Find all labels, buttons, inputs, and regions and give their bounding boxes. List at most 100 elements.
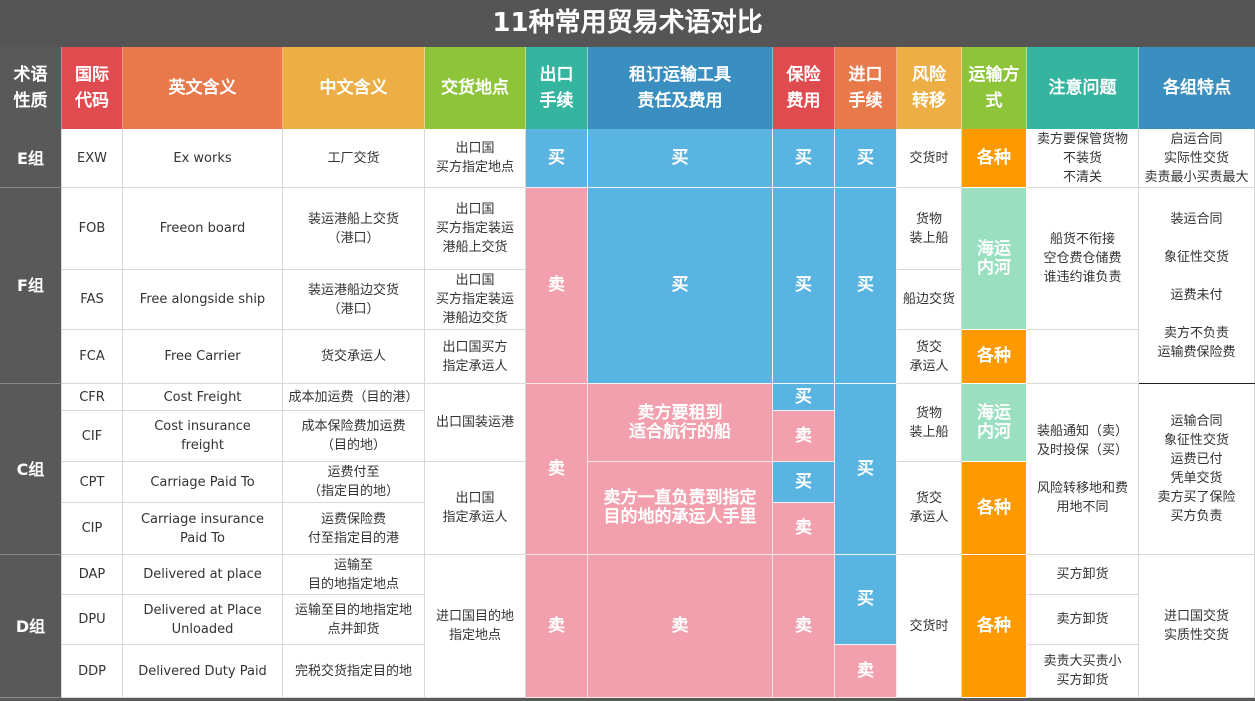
column-header: 各组特点: [1139, 47, 1255, 129]
transport-mode: 各种: [962, 555, 1027, 698]
group-label: C组: [0, 384, 62, 555]
insurance-cost: 买: [773, 384, 835, 411]
delivery-place: 出口国买方 指定承运人: [425, 330, 526, 384]
english-meaning: Delivered Duty Paid: [123, 645, 283, 698]
chinese-meaning: 成本加运费（目的港）: [283, 384, 425, 411]
import-formalities: 买: [835, 555, 897, 645]
english-meaning: Free Carrier: [123, 330, 283, 384]
term-code: DAP: [62, 555, 123, 595]
notes: 卖方要保管货物 不装货 不清关: [1027, 129, 1139, 188]
transport-mode: 海运 内河: [962, 384, 1027, 462]
risk-transfer: 货物 装上船: [897, 384, 962, 462]
term-code: FAS: [62, 270, 123, 330]
delivery-place: 出口国 指定承运人: [425, 462, 526, 555]
notes: 船货不衔接 空仓费仓储费 谁违约谁负责: [1027, 188, 1139, 330]
insurance-cost: 卖: [773, 503, 835, 555]
group-label: F组: [0, 188, 62, 384]
transport-mode: 各种: [962, 462, 1027, 555]
import-formalities: 买: [835, 129, 897, 188]
transport-responsibility: 卖方要租到 适合航行的船: [588, 384, 773, 462]
export-formalities: 买: [526, 129, 588, 188]
column-header: 保险 费用: [773, 47, 835, 129]
delivery-place: 出口国 买方指定地点: [425, 129, 526, 188]
page-title: 11种常用贸易术语对比: [0, 0, 1255, 47]
term-code: DPU: [62, 595, 123, 645]
export-formalities: 卖: [526, 188, 588, 384]
column-header: 术语 性质: [0, 47, 62, 129]
english-meaning: Ex works: [123, 129, 283, 188]
risk-transfer: 交货时: [897, 555, 962, 698]
divider: [1139, 383, 1255, 384]
delivery-place: 出口国 买方指定装运 港船上交货: [425, 188, 526, 270]
english-meaning: Free alongside ship: [123, 270, 283, 330]
notes: [1027, 330, 1139, 384]
term-code: DDP: [62, 645, 123, 698]
chinese-meaning: 运费付至 （指定目的地）: [283, 462, 425, 503]
term-code: EXW: [62, 129, 123, 188]
english-meaning: Delivered at place: [123, 555, 283, 595]
english-meaning: Freeon board: [123, 188, 283, 270]
group-features: 运输合同 象征性交货 运费已付 凭单交货 卖方买了保险 买方负责: [1139, 384, 1255, 555]
term-code: CIP: [62, 503, 123, 555]
column-header: 交货地点: [425, 47, 526, 129]
transport-mode: 各种: [962, 330, 1027, 384]
english-meaning: Cost Freight: [123, 384, 283, 411]
insurance-cost: 买: [773, 188, 835, 384]
import-formalities: 买: [835, 384, 897, 555]
risk-transfer: 货交 承运人: [897, 330, 962, 384]
term-code: FOB: [62, 188, 123, 270]
term-code: CPT: [62, 462, 123, 503]
group-label: E组: [0, 129, 62, 188]
english-meaning: Carriage Paid To: [123, 462, 283, 503]
notes: 卖方卸货: [1027, 595, 1139, 645]
group-features: 进口国交货 实质性交货: [1139, 555, 1255, 698]
export-formalities: 卖: [526, 555, 588, 698]
transport-mode: 海运 内河: [962, 188, 1027, 330]
column-header: 出口 手续: [526, 47, 588, 129]
transport-responsibility: 卖: [588, 555, 773, 698]
chinese-meaning: 成本保险费加运费 （目的地）: [283, 411, 425, 462]
chinese-meaning: 运输至 目的地指定地点: [283, 555, 425, 595]
english-meaning: Carriage insurance Paid To: [123, 503, 283, 555]
export-formalities: 卖: [526, 384, 588, 555]
chinese-meaning: 完税交货指定目的地: [283, 645, 425, 698]
import-formalities: 卖: [835, 645, 897, 698]
term-code: FCA: [62, 330, 123, 384]
column-header: 国际 代码: [62, 47, 123, 129]
insurance-cost: 卖: [773, 555, 835, 698]
notes: 卖责大买责小 买方卸货: [1027, 645, 1139, 698]
delivery-place: 出口国装运港: [425, 384, 526, 462]
delivery-place: 出口国 买方指定装运 港船边交货: [425, 270, 526, 330]
chinese-meaning: 工厂交货: [283, 129, 425, 188]
risk-transfer: 船边交货: [897, 270, 962, 330]
transport-mode: 各种: [962, 129, 1027, 188]
import-formalities: 买: [835, 188, 897, 384]
transport-responsibility: 买: [588, 129, 773, 188]
group-label: D组: [0, 555, 62, 698]
column-header: 租订运输工具 责任及费用: [588, 47, 773, 129]
column-header: 英文含义: [123, 47, 283, 129]
column-header: 运输方 式: [962, 47, 1027, 129]
insurance-cost: 卖: [773, 411, 835, 462]
insurance-cost: 买: [773, 462, 835, 503]
transport-responsibility: 买: [588, 188, 773, 384]
risk-transfer: 货物 装上船: [897, 188, 962, 270]
chinese-meaning: 装运港船上交货 （港口）: [283, 188, 425, 270]
column-header: 进口 手续: [835, 47, 897, 129]
term-code: CFR: [62, 384, 123, 411]
column-header: 风险 转移: [897, 47, 962, 129]
transport-responsibility: 卖方一直负责到指定 目的地的承运人手里: [588, 462, 773, 555]
group-features: 装运合同 象征性交货 运费未付 卖方不负责 运输费保险费: [1139, 188, 1255, 384]
insurance-cost: 买: [773, 129, 835, 188]
notes: 买方卸货: [1027, 555, 1139, 595]
chinese-meaning: 运输至目的地指定地 点并卸货: [283, 595, 425, 645]
english-meaning: Delivered at Place Unloaded: [123, 595, 283, 645]
term-code: CIF: [62, 411, 123, 462]
delivery-place: 进口国目的地 指定地点: [425, 555, 526, 698]
chinese-meaning: 运费保险费 付至指定目的港: [283, 503, 425, 555]
english-meaning: Cost insurance freight: [123, 411, 283, 462]
chinese-meaning: 货交承运人: [283, 330, 425, 384]
chinese-meaning: 装运港船边交货 （港口）: [283, 270, 425, 330]
column-header: 中文含义: [283, 47, 425, 129]
column-header: 注意问题: [1027, 47, 1139, 129]
